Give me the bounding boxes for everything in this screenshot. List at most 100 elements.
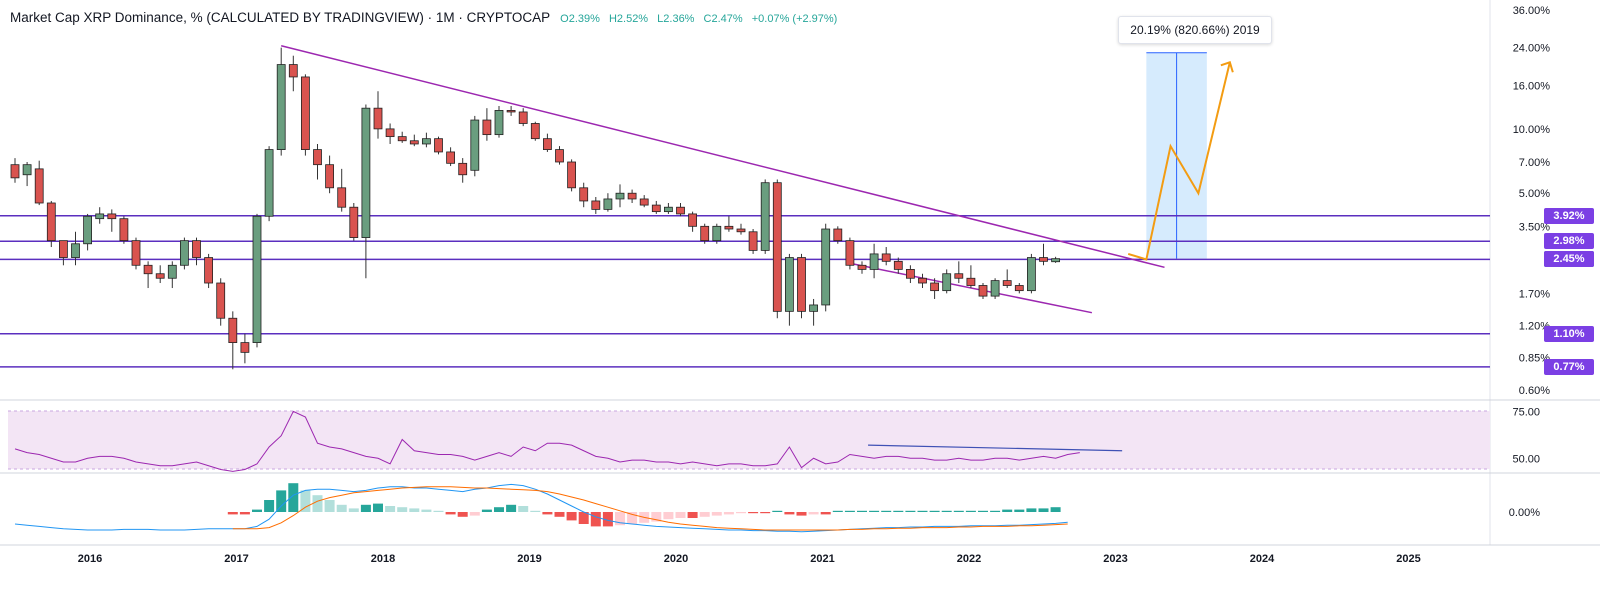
- descending-trendline: [281, 44, 1165, 269]
- candle-body: [385, 128, 395, 138]
- candle-body: [131, 240, 141, 266]
- candle-body: [192, 240, 201, 258]
- candle-body: [107, 213, 117, 220]
- candle-body: [119, 218, 129, 242]
- macd-histogram-bar: [445, 512, 456, 515]
- macd-histogram-bar: [736, 512, 746, 514]
- candle-body: [143, 264, 153, 275]
- macd-histogram-bar: [748, 512, 759, 514]
- macd-histogram-bar: [409, 508, 420, 512]
- macd-histogram-bar: [324, 500, 335, 512]
- candle-body: [434, 138, 443, 153]
- change-value: +0.07% (+2.97%): [751, 13, 838, 25]
- candle-body: [313, 149, 322, 166]
- candle-body: [228, 317, 238, 343]
- candle-body: [1002, 280, 1012, 286]
- macd-histogram-bar: [542, 512, 553, 515]
- macd-histogram-bar: [421, 509, 432, 512]
- macd-histogram-bar: [288, 483, 299, 512]
- macd-histogram-bar: [566, 512, 577, 521]
- macd-histogram-bar: [796, 512, 807, 516]
- rsi-tick-label: 75.00: [1512, 406, 1540, 418]
- macd-histogram-bar: [373, 503, 383, 512]
- chart-legend: Market Cap XRP Dominance, % (CALCULATED …: [10, 10, 843, 25]
- candle-body: [893, 260, 903, 270]
- candle-body: [470, 119, 480, 171]
- price-tick-label: 5.00%: [1519, 188, 1550, 200]
- close-value: C2.47%: [703, 13, 743, 25]
- time-axis-label: 2017: [224, 553, 248, 565]
- macd-histogram-bar: [627, 512, 638, 524]
- rsi-divergence-line: [868, 444, 1123, 452]
- macd-histogram-bar: [481, 509, 492, 512]
- macd-histogram-bar: [772, 510, 783, 512]
- macd-histogram-bar: [1050, 507, 1061, 512]
- candle-body: [736, 228, 746, 233]
- macd-histogram-bar: [494, 507, 504, 512]
- high-value: H2.52%: [608, 13, 649, 25]
- rsi-line: [14, 410, 1080, 472]
- macd-histogram-bar: [615, 512, 625, 526]
- macd-histogram-bar: [360, 504, 371, 512]
- candle-body: [421, 138, 431, 145]
- time-axis-label: 2025: [1396, 553, 1420, 565]
- macd-histogram-bar: [469, 512, 480, 516]
- candle-body: [700, 225, 710, 242]
- candle-body: [1014, 285, 1024, 292]
- macd-histogram-bar: [723, 512, 734, 515]
- candle-body: [10, 164, 20, 179]
- price-tag: 3.92%: [1544, 207, 1594, 224]
- candle-body: [1027, 257, 1036, 292]
- price-tick-label: 1.20%: [1519, 321, 1550, 333]
- price-tag: 0.77%: [1544, 358, 1594, 375]
- candle-body: [361, 107, 371, 238]
- candle-body: [688, 213, 697, 227]
- candle-body: [167, 264, 177, 279]
- macd-histogram-bar: [953, 510, 964, 512]
- candle-body: [603, 198, 613, 210]
- time-axis-label: 2020: [664, 553, 688, 565]
- time-axis-label: 2022: [957, 553, 981, 565]
- signal-line: [232, 486, 1068, 531]
- ohlc-values: O2.39% H2.52% L2.36% C2.47% +0.07% (+2.9…: [560, 13, 843, 25]
- candle-body: [555, 149, 564, 163]
- macd-histogram-bar: [336, 504, 347, 512]
- candle-body: [458, 162, 468, 176]
- candle-body: [712, 225, 722, 242]
- macd-histogram-bar: [651, 512, 662, 522]
- candle-body: [506, 110, 516, 113]
- candle-body: [494, 110, 504, 136]
- macd-histogram-bar: [1026, 508, 1037, 512]
- macd-histogram-bar: [929, 510, 940, 512]
- projection-path: [1127, 62, 1231, 261]
- candle-body: [71, 243, 80, 258]
- macd-histogram-bar: [457, 512, 468, 517]
- candle-body: [252, 215, 262, 343]
- price-tick-label: 0.60%: [1519, 385, 1550, 397]
- candle-body: [155, 273, 165, 279]
- candle-body: [676, 206, 685, 215]
- candle-body: [760, 182, 770, 251]
- candle-body: [978, 285, 988, 297]
- macd-histogram-bar: [857, 510, 867, 512]
- candle-body: [724, 225, 734, 230]
- candle-body: [83, 215, 92, 245]
- macd-histogram-bar: [385, 506, 396, 512]
- macd-histogram-bar: [227, 512, 238, 515]
- macd-histogram-bar: [252, 509, 262, 512]
- price-tag: 2.45%: [1544, 251, 1594, 268]
- candle-body: [579, 187, 589, 202]
- candle-body: [240, 342, 250, 353]
- candle-body: [918, 277, 927, 284]
- candle-body: [772, 182, 782, 312]
- candle-body: [204, 257, 214, 284]
- macd-histogram-bar: [844, 510, 855, 512]
- macd-histogram-bar: [1014, 509, 1025, 512]
- candle-body: [809, 304, 818, 312]
- candle-body: [46, 202, 56, 242]
- macd-histogram-bar: [917, 510, 928, 512]
- candle-body: [397, 136, 407, 142]
- candle-body: [264, 149, 274, 217]
- macd-histogram-bar: [881, 510, 892, 512]
